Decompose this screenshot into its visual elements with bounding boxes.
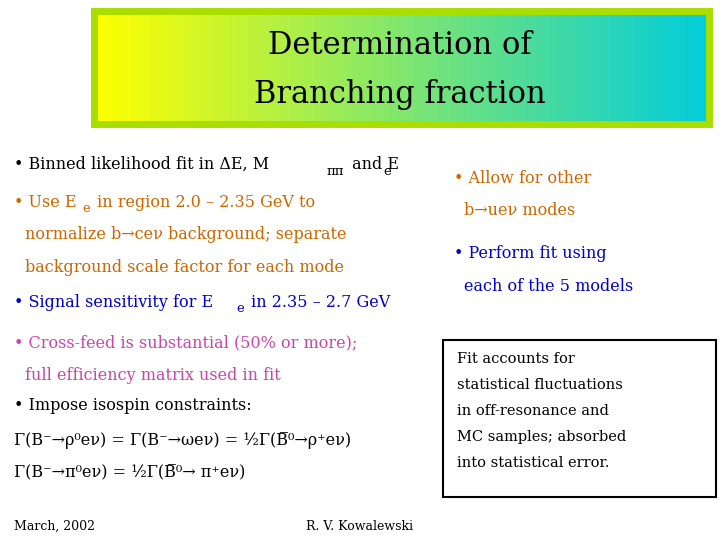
Text: Γ(B⁻→π⁰eν) = ½Γ(B̅⁰→ π⁺eν): Γ(B⁻→π⁰eν) = ½Γ(B̅⁰→ π⁺eν) (14, 464, 246, 481)
Text: • Allow for other: • Allow for other (454, 170, 591, 187)
Text: • Cross-feed is substantial (50% or more);: • Cross-feed is substantial (50% or more… (14, 334, 358, 352)
Text: • Signal sensitivity for E: • Signal sensitivity for E (14, 294, 214, 311)
Text: into statistical error.: into statistical error. (457, 456, 610, 470)
Text: ππ: ππ (326, 165, 343, 178)
Text: full efficiency matrix used in fit: full efficiency matrix used in fit (25, 367, 281, 384)
Text: March, 2002: March, 2002 (14, 520, 95, 533)
Text: in 2.35 – 2.7 GeV: in 2.35 – 2.7 GeV (246, 294, 390, 311)
FancyBboxPatch shape (443, 340, 716, 497)
Text: statistical fluctuations: statistical fluctuations (457, 378, 623, 392)
Text: Determination of: Determination of (268, 30, 531, 62)
Text: MC samples; absorbed: MC samples; absorbed (457, 430, 626, 444)
Text: • Perform fit using: • Perform fit using (454, 245, 606, 262)
Text: in region 2.0 – 2.35 GeV to: in region 2.0 – 2.35 GeV to (92, 194, 315, 211)
Text: each of the 5 models: each of the 5 models (464, 278, 634, 295)
Text: • Impose isospin constraints:: • Impose isospin constraints: (14, 396, 252, 414)
Text: R. V. Kowalewski: R. V. Kowalewski (307, 520, 413, 533)
Text: background scale factor for each mode: background scale factor for each mode (25, 259, 344, 276)
Text: • Binned likelihood fit in ΔE, M: • Binned likelihood fit in ΔE, M (14, 156, 269, 173)
Text: b→ueν modes: b→ueν modes (464, 202, 576, 219)
Text: • Use E: • Use E (14, 194, 77, 211)
Text: e: e (236, 302, 244, 315)
Text: Branching fraction: Branching fraction (253, 79, 546, 110)
Text: e: e (384, 165, 392, 178)
Text: and E: and E (347, 156, 399, 173)
Text: Fit accounts for: Fit accounts for (457, 352, 575, 366)
Text: normalize b→ceν background; separate: normalize b→ceν background; separate (25, 226, 347, 244)
Text: e: e (83, 202, 91, 215)
Text: Γ(B⁻→ρ⁰eν) = Γ(B⁻→ωeν) = ½Γ(B̅⁰→ρ⁺eν): Γ(B⁻→ρ⁰eν) = Γ(B⁻→ωeν) = ½Γ(B̅⁰→ρ⁺eν) (14, 431, 351, 449)
Text: in off-resonance and: in off-resonance and (457, 404, 609, 418)
